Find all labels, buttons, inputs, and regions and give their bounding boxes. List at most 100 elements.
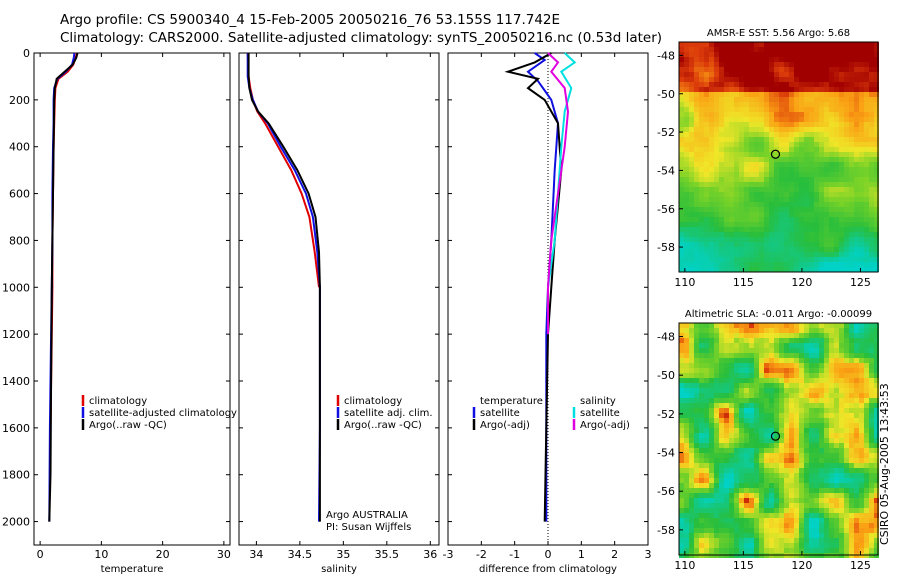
heatmap-cell <box>844 443 849 448</box>
heatmap-cell <box>839 393 844 398</box>
heatmap-cell <box>829 212 834 217</box>
heatmap-cell <box>774 167 779 172</box>
heatmap-cells <box>679 42 879 272</box>
heatmap-cell <box>769 533 774 538</box>
heatmap-cell <box>744 453 749 458</box>
heatmap-cell <box>784 498 789 503</box>
heatmap-cell <box>874 548 879 553</box>
heatmap-cell <box>819 403 824 408</box>
heatmap-cell <box>749 528 754 533</box>
heatmap-cell <box>694 242 699 247</box>
heatmap-cell <box>864 533 869 538</box>
heatmap-cell <box>704 478 709 483</box>
heatmap-cell <box>849 403 854 408</box>
heatmap-cell <box>819 197 824 202</box>
heatmap-cell <box>869 378 874 383</box>
heatmap-cell <box>814 438 819 443</box>
heatmap-cell <box>759 498 764 503</box>
heatmap-cell <box>714 503 719 508</box>
heatmap-cell <box>704 47 709 52</box>
heatmap-cell <box>719 348 724 353</box>
heatmap-cell <box>839 142 844 147</box>
x-tick-label: 35.5 <box>375 548 400 561</box>
heatmap-cell <box>794 262 799 267</box>
heatmap-cell <box>839 72 844 77</box>
heatmap-cell <box>869 222 874 227</box>
heatmap-cell <box>759 323 764 328</box>
heatmap-cell <box>789 202 794 207</box>
heatmap-cell <box>859 473 864 478</box>
heatmap-cell <box>824 463 829 468</box>
heatmap-cell <box>829 433 834 438</box>
heatmap-cell <box>849 162 854 167</box>
heatmap-cell <box>679 343 684 348</box>
heatmap-cell <box>854 518 859 523</box>
heatmap-cell <box>874 413 879 418</box>
heatmap-cell <box>699 498 704 503</box>
heatmap-cell <box>794 473 799 478</box>
heatmap-cell <box>849 398 854 403</box>
heatmap-cell <box>724 222 729 227</box>
heatmap-cell <box>784 448 789 453</box>
heatmap-cell <box>869 538 874 543</box>
y-tick-label: -50 <box>657 369 675 382</box>
heatmap-cell <box>719 72 724 77</box>
heatmap-cell <box>834 398 839 403</box>
heatmap-cell <box>829 358 834 363</box>
heatmap-cell <box>814 257 819 262</box>
heatmap-cell <box>779 523 784 528</box>
heatmap-cell <box>819 107 824 112</box>
heatmap-cell <box>679 548 684 553</box>
heatmap-cell <box>784 463 789 468</box>
heatmap-cell <box>754 408 759 413</box>
heatmap-cell <box>724 403 729 408</box>
heatmap-cell <box>829 267 834 272</box>
heatmap-cell <box>869 418 874 423</box>
heatmap-cell <box>714 443 719 448</box>
heatmap-cell <box>839 473 844 478</box>
heatmap-cell <box>729 47 734 52</box>
heatmap-cell <box>724 47 729 52</box>
heatmap-cell <box>789 328 794 333</box>
heatmap-cell <box>729 513 734 518</box>
heatmap-cell <box>699 523 704 528</box>
heatmap-cell <box>709 227 714 232</box>
heatmap-cell <box>809 227 814 232</box>
heatmap-cell <box>859 423 864 428</box>
heatmap-cell <box>714 247 719 252</box>
heatmap-cell <box>779 378 784 383</box>
heatmap-cell <box>684 232 689 237</box>
heatmap-cell <box>794 52 799 57</box>
heatmap-cell <box>729 227 734 232</box>
series-line-3 <box>247 53 321 522</box>
heatmap-cell <box>719 252 724 257</box>
heatmap-cell <box>704 67 709 72</box>
heatmap-cell <box>769 262 774 267</box>
heatmap-cell <box>824 493 829 498</box>
heatmap-cell <box>689 368 694 373</box>
heatmap-cell <box>729 363 734 368</box>
heatmap-cell <box>784 408 789 413</box>
heatmap-cell <box>789 448 794 453</box>
heatmap-cell <box>869 172 874 177</box>
heatmap-cell <box>704 333 709 338</box>
heatmap-cell <box>704 82 709 87</box>
heatmap-cell <box>859 418 864 423</box>
heatmap-cell <box>849 267 854 272</box>
heatmap-cell <box>834 493 839 498</box>
heatmap-cell <box>744 388 749 393</box>
heatmap-cell <box>809 242 814 247</box>
heatmap-cell <box>684 72 689 77</box>
heatmap-cell <box>764 47 769 52</box>
heatmap-cell <box>754 548 759 553</box>
heatmap-cell <box>809 162 814 167</box>
heatmap-cell <box>844 102 849 107</box>
heatmap-cell <box>789 107 794 112</box>
heatmap-cell <box>784 102 789 107</box>
heatmap-cell <box>764 438 769 443</box>
heatmap-cell <box>844 82 849 87</box>
heatmap-cell <box>739 107 744 112</box>
heatmap-cell <box>869 47 874 52</box>
heatmap-cell <box>689 137 694 142</box>
heatmap-cell <box>744 498 749 503</box>
